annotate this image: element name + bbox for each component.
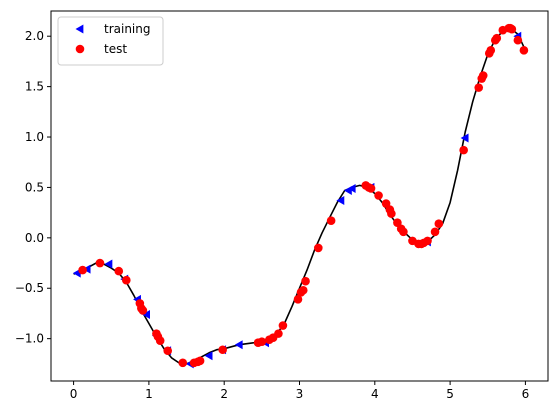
test-point: [492, 33, 502, 43]
legend-box: [57, 16, 164, 66]
test-point: [430, 227, 440, 237]
x-tick-label: 3: [296, 387, 304, 401]
test-point: [274, 329, 283, 338]
x-tick-label: 6: [522, 387, 530, 401]
legend-marker-test: [75, 44, 85, 54]
plot-frame: [50, 10, 549, 382]
legend: training test: [57, 16, 164, 66]
test-point: [278, 321, 288, 330]
test-point: [163, 346, 173, 356]
test-point: [513, 35, 523, 45]
x-axis: 0 1 2 3 4 5 6: [70, 381, 529, 401]
y-tick-label: 0.5: [25, 180, 44, 194]
test-point: [434, 219, 444, 229]
test-point: [78, 265, 87, 275]
y-tick-label: −1.0: [15, 332, 44, 346]
x-tick-label: 1: [145, 387, 153, 401]
test-point: [399, 227, 408, 237]
test-point: [314, 243, 323, 253]
legend-label-training: training: [104, 22, 151, 36]
legend-label-test: test: [104, 42, 127, 56]
test-point: [474, 83, 484, 92]
y-tick-label: 2.0: [25, 29, 44, 43]
test-point: [366, 184, 376, 193]
test-point: [257, 337, 267, 346]
training-point: [104, 259, 113, 269]
training-point: [460, 133, 469, 143]
test-point: [374, 191, 383, 200]
test-point: [519, 46, 529, 55]
x-tick-label: 5: [446, 387, 454, 401]
y-tick-label: −0.5: [15, 281, 44, 295]
data-points-layer: [72, 23, 529, 369]
x-tick-label: 2: [220, 387, 228, 401]
test-point: [138, 306, 148, 315]
test-point: [478, 71, 488, 80]
training-point: [204, 351, 213, 361]
training-point: [347, 183, 356, 193]
y-tick-label: 1.5: [25, 80, 44, 94]
test-point: [423, 236, 432, 246]
test-series: [78, 23, 529, 368]
test-point: [326, 216, 336, 226]
training-point: [234, 340, 243, 350]
legend-marker-training: [75, 24, 84, 34]
test-point: [122, 275, 131, 285]
test-point: [178, 358, 188, 368]
training-point: [142, 309, 151, 319]
test-point: [301, 276, 310, 286]
test-point: [114, 266, 124, 276]
y-tick-label: 1.0: [25, 130, 44, 144]
test-point: [507, 24, 517, 34]
y-axis: −1.0 −0.5 0.0 0.5 1.0 1.5 2.0: [15, 29, 51, 346]
x-tick-label: 4: [371, 387, 379, 401]
test-point: [95, 258, 105, 268]
test-point: [486, 46, 496, 55]
x-tick-label: 0: [70, 387, 78, 401]
test-point: [459, 145, 468, 155]
test-point: [298, 285, 308, 295]
test-point: [195, 356, 205, 366]
training-point: [336, 196, 345, 206]
test-point: [218, 345, 227, 355]
test-point: [293, 295, 303, 304]
test-point: [387, 209, 396, 218]
y-tick-label: 0.0: [25, 231, 44, 245]
test-point: [155, 336, 165, 345]
plot-area: [51, 11, 548, 381]
